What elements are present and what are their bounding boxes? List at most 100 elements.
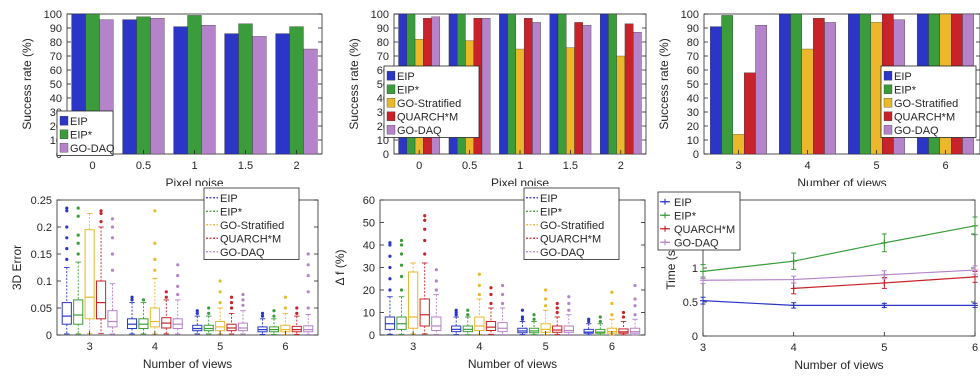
box-outlier	[153, 241, 157, 245]
x-tick-label: 4	[791, 342, 797, 354]
data-point	[790, 276, 797, 283]
y-tick-label: 0	[383, 149, 389, 161]
x-tick-label: 6	[972, 342, 978, 354]
box-outlier	[489, 292, 493, 297]
data-point	[790, 285, 797, 292]
x-tick-label: 6	[942, 160, 948, 172]
chart-svg: 00.511.52Time (s)Number of views3456EIPE…	[657, 191, 978, 372]
box-outlier	[176, 292, 180, 297]
bar	[275, 33, 290, 155]
legend-swatch	[386, 111, 396, 121]
box-outlier	[110, 236, 115, 240]
box-outlier	[65, 236, 69, 240]
x-tick-label: 1.5	[238, 160, 253, 172]
x-tick-label: 5	[543, 341, 549, 353]
box-outlier	[454, 310, 458, 315]
y-tick-label: 70	[50, 51, 62, 63]
box-outlier	[610, 301, 614, 306]
box-outlier	[76, 206, 80, 210]
x-tick-label: 6	[282, 341, 288, 353]
box-outlier	[110, 217, 115, 221]
box-outlier	[520, 317, 525, 321]
box-outlier	[399, 243, 404, 247]
box-outlier	[454, 308, 458, 312]
x-tick-label: 3	[735, 160, 741, 172]
x-tick-label: 0.5	[136, 160, 151, 172]
bar	[824, 22, 836, 155]
box	[497, 322, 508, 333]
box-outlier	[283, 295, 287, 299]
box-outlier	[229, 306, 234, 310]
box-outlier	[164, 290, 168, 294]
legend-label: QUARCH*M	[540, 233, 601, 245]
series-line	[702, 300, 975, 306]
box-outlier	[130, 295, 134, 299]
y-tick-label: 40	[50, 93, 62, 105]
box-outlier	[218, 290, 222, 294]
box-outlier	[153, 257, 157, 261]
legend-swatch	[386, 125, 396, 135]
box-outlier	[306, 263, 310, 267]
box-outlier	[99, 209, 103, 213]
box	[462, 325, 473, 333]
box	[107, 310, 118, 328]
bar	[122, 19, 137, 155]
y-tick-label: 70	[377, 51, 389, 63]
legend-swatch	[59, 143, 69, 153]
box	[149, 307, 160, 328]
box-outlier	[633, 283, 637, 288]
bar	[523, 18, 533, 155]
x-tick-label: 3	[410, 341, 416, 353]
box-outlier	[218, 301, 222, 305]
box	[563, 325, 574, 333]
x-axis-label: Pixel noise	[491, 176, 549, 186]
box-outlier	[388, 288, 392, 292]
data-point	[972, 302, 978, 309]
y-tick-label: 100	[681, 9, 699, 21]
y-tick-label: 0	[369, 330, 375, 342]
box-outlier	[520, 308, 525, 312]
legend-swatch	[386, 84, 396, 94]
bar	[599, 13, 609, 155]
x-axis-label: Number of views	[468, 357, 557, 371]
legend-swatch	[883, 71, 893, 81]
box	[474, 316, 485, 331]
box-outlier	[532, 313, 536, 317]
bar	[813, 18, 825, 155]
y-tick-label: 0.25	[31, 195, 52, 207]
box-outlier	[555, 310, 559, 315]
box-outlier	[388, 265, 392, 270]
box-outlier	[399, 263, 404, 267]
bar	[859, 13, 871, 155]
box-outlier	[260, 311, 265, 315]
x-tick-label: 1.5	[563, 160, 578, 172]
bar	[566, 47, 575, 155]
box	[95, 280, 107, 320]
box	[407, 271, 419, 329]
y-tick-label: 40	[363, 240, 375, 252]
bar	[507, 13, 517, 155]
box-outlier	[423, 218, 427, 222]
box-outlier	[388, 254, 392, 258]
legend-label: EIP	[70, 116, 88, 128]
bar	[224, 33, 239, 155]
box-outlier	[241, 303, 245, 307]
bar	[744, 72, 756, 155]
legend-box	[523, 187, 620, 260]
x-tick-label: 0	[89, 160, 95, 172]
y-axis-label: Success rate (%)	[347, 38, 361, 129]
box-outlier	[295, 311, 299, 315]
y-tick-label: 0	[692, 331, 698, 343]
data-point	[881, 302, 888, 309]
legend-swatch	[883, 98, 893, 108]
box-outlier	[466, 313, 470, 317]
data-point	[972, 267, 978, 274]
legend-swatch	[59, 116, 69, 126]
legend-swatch	[883, 84, 893, 94]
y-tick-label: 50	[50, 79, 62, 91]
box	[485, 321, 497, 331]
legend-label: EIP*	[674, 210, 697, 222]
x-tick-label: 2	[618, 160, 624, 172]
box-outlier	[229, 301, 234, 305]
legend-label: EIP*	[70, 129, 93, 141]
